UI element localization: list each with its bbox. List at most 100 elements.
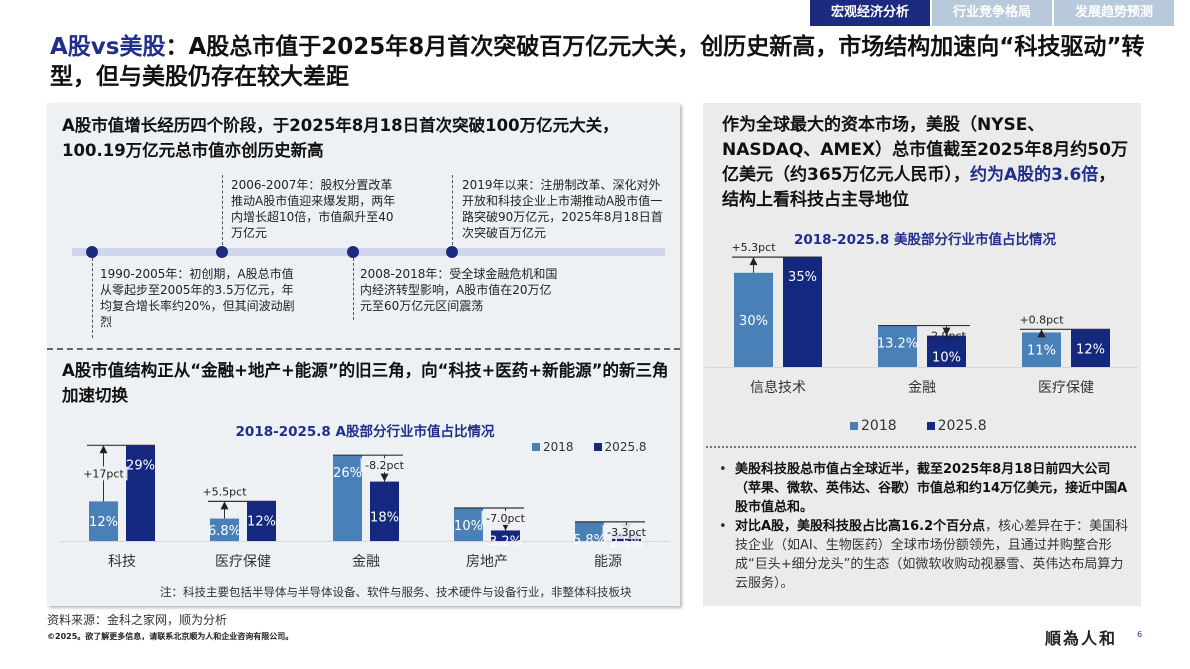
bullet-item: 对比A股，美股科技股占比高16.2个百分点，核心差异在于：美国科技企业（如AI、… bbox=[715, 517, 1135, 593]
bar-label-2018: 12% bbox=[89, 515, 118, 530]
timeline-stage-3: 2008-2018年：受全球金融危机和国内经济转型影响，A股市值在20万亿元至6… bbox=[360, 267, 558, 313]
copyright: ©2025。欲了解更多信息，请联系北京顺为人和企业咨询有限公司。 bbox=[47, 632, 294, 641]
divider bbox=[47, 348, 680, 350]
arrow-up-icon bbox=[99, 445, 108, 454]
legend-2018: 2018 bbox=[532, 440, 574, 454]
timeline-stage-1: 1990-2005年：初创期，A股总市值从零起步至2005年的3.5万亿元，年均… bbox=[100, 267, 295, 329]
title-highlight: A股vs美股 bbox=[50, 34, 166, 60]
delta-annotation: +5.3pct bbox=[731, 241, 776, 254]
timeline-dot bbox=[446, 246, 458, 258]
bar-label-2025: 3.2% bbox=[489, 535, 522, 550]
delta-annotation: +0.8pct bbox=[1019, 313, 1064, 326]
bar-2025 bbox=[370, 481, 399, 541]
label-bg bbox=[602, 524, 651, 539]
bar-label-2018: 10% bbox=[454, 519, 483, 534]
bar-label-2018: 5.8% bbox=[573, 533, 606, 548]
category-label: 医疗保健 bbox=[215, 554, 271, 570]
label-bg bbox=[200, 484, 249, 499]
category-label: 医疗保健 bbox=[1038, 380, 1094, 396]
timeline-stage-4: 2019年以来：注册制改革、深化对外开放和科技企业上市潮推动A股市值一路突破90… bbox=[462, 178, 663, 240]
tab-macro[interactable]: 宏观经济分析 bbox=[810, 0, 930, 26]
chart-note: 注：科技主要包括半导体与半导体设备、软件与服务、技术硬件与设备行业，非整体科技板… bbox=[160, 585, 632, 599]
timeline-dot bbox=[86, 246, 98, 258]
bar-2018 bbox=[878, 325, 917, 367]
timeline-bar bbox=[72, 248, 665, 256]
bar-label-2018: 13.2% bbox=[877, 337, 918, 352]
bar-2025 bbox=[1071, 329, 1110, 367]
us-chart-legend: 2018 2025.8 bbox=[850, 418, 987, 434]
tab-trends[interactable]: 发展趋势预测 bbox=[1054, 0, 1174, 26]
timeline-dot bbox=[216, 246, 228, 258]
bar-label-2018: 26% bbox=[333, 466, 362, 481]
bar-label-2018: 6.8% bbox=[208, 524, 241, 539]
timeline-stage-2: 2006-2007年：股权分置改革推动A股市值迎来爆发期，两年内增长超10倍，市… bbox=[231, 178, 396, 240]
us-bullets: 美股科技股总市值占全球近半，截至2025年8月18日前四大公司（苹果、微软、英伟… bbox=[715, 460, 1135, 593]
brand-logo: 順為人和 bbox=[1045, 629, 1118, 648]
arrow-up-icon bbox=[749, 257, 758, 266]
bar-2018 bbox=[734, 272, 773, 367]
bar-label-2025: 35% bbox=[788, 270, 817, 285]
category-label: 科技 bbox=[108, 554, 136, 570]
bar-2018 bbox=[575, 521, 604, 541]
a-chart-legend: 2018 2025.8 bbox=[532, 440, 647, 454]
bar-2025 bbox=[783, 257, 822, 367]
bar-label-2025: 2.5% bbox=[610, 536, 643, 551]
category-label: 房地产 bbox=[466, 554, 508, 570]
label-bg bbox=[360, 458, 409, 473]
timeline-dot bbox=[347, 246, 359, 258]
delta-annotation: +17pct bbox=[83, 467, 124, 480]
category-label: 金融 bbox=[908, 380, 936, 396]
bar-2018 bbox=[89, 501, 118, 541]
bar-label-2025: 29% bbox=[126, 458, 155, 473]
structure-heading: A股市值结构正从“金融+地产+能源”的旧三角，向“科技+医药+新能源”的新三角加… bbox=[62, 361, 669, 405]
bar-2025 bbox=[927, 335, 966, 367]
delta-annotation: +5.5pct bbox=[202, 485, 247, 498]
delta-annotation: -3.3pct bbox=[607, 526, 646, 539]
category-label: 能源 bbox=[594, 554, 622, 570]
delta-annotation: -2.9pct bbox=[927, 330, 966, 343]
bar-2018 bbox=[454, 508, 483, 541]
title-text: ：A股总市值于2025年8月首次突破百万亿元大关，创历史新高，市场结构加速向“科… bbox=[50, 34, 1145, 90]
category-label: 信息技术 bbox=[750, 379, 806, 396]
bar-2025 bbox=[247, 501, 276, 541]
bar-2025 bbox=[491, 530, 520, 541]
timeline-connector bbox=[452, 175, 453, 245]
bar-label-2025: 12% bbox=[247, 514, 276, 529]
bar-label-2025: 12% bbox=[1076, 342, 1105, 357]
category-label: 金融 bbox=[352, 554, 380, 570]
timeline-connector bbox=[92, 258, 93, 338]
delta-annotation: -8.2pct bbox=[365, 459, 404, 472]
bar-2025 bbox=[126, 445, 155, 541]
bullet-item: 美股科技股总市值占全球近半，截至2025年8月18日前四大公司（苹果、微软、英伟… bbox=[715, 460, 1135, 517]
label-bg bbox=[481, 511, 530, 525]
timeline-connector bbox=[222, 175, 223, 245]
legend-2025: 2025.8 bbox=[926, 418, 987, 434]
bar-2018 bbox=[1022, 332, 1061, 367]
bar-2018 bbox=[210, 518, 239, 541]
timeline-connector bbox=[353, 258, 354, 320]
bar-label-2025: 18% bbox=[370, 510, 399, 525]
page-title: A股vs美股：A股总市值于2025年8月首次突破百万亿元大关，创历史新高，市场结… bbox=[50, 32, 1170, 92]
arrow-up-icon bbox=[220, 501, 229, 510]
bar-2018 bbox=[333, 455, 362, 541]
delta-annotation: -7.0pct bbox=[486, 512, 525, 525]
arrow-down-icon bbox=[380, 473, 389, 482]
arrow-down-icon bbox=[942, 327, 951, 336]
us-chart-title: 2018-2025.8 美股部分行业市值占比情况 bbox=[794, 232, 1056, 248]
bar-label-2018: 30% bbox=[739, 314, 768, 329]
bar-label-2018: 11% bbox=[1027, 344, 1056, 359]
bar-label-2025: 10% bbox=[932, 350, 961, 365]
legend-2025: 2025.8 bbox=[593, 440, 647, 454]
legend-2018: 2018 bbox=[850, 418, 897, 434]
tab-competition[interactable]: 行业竞争格局 bbox=[932, 0, 1052, 26]
us-heading: 作为全球最大的资本市场，美股（NYSE、NASDAQ、AMEX）总市值截至202… bbox=[722, 115, 1128, 210]
timeline-heading: A股市值增长经历四个阶段，于2025年8月18日首次突破100万亿元大关，100… bbox=[62, 116, 619, 160]
source: 资料来源：金科之家网，顺为分析 bbox=[47, 613, 228, 627]
a-chart-title: 2018-2025.8 A股部分行业市值占比情况 bbox=[235, 424, 495, 440]
arrow-up-icon bbox=[1037, 329, 1046, 338]
label-bg bbox=[79, 466, 128, 481]
page-number: 6 bbox=[1137, 630, 1143, 639]
divider bbox=[706, 446, 1136, 448]
nav-tabs: 宏观经济分析 行业竞争格局 发展趋势预测 bbox=[810, 0, 1174, 26]
